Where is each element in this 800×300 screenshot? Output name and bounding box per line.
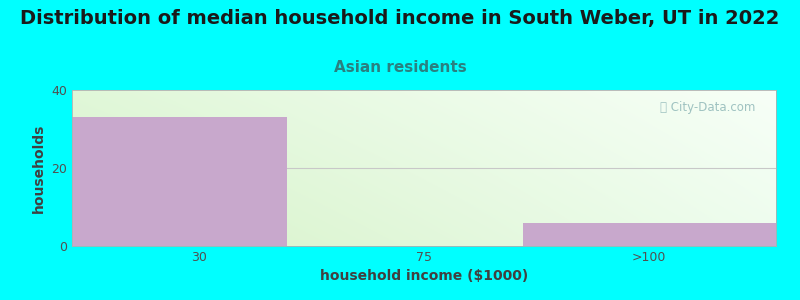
Text: Distribution of median household income in South Weber, UT in 2022: Distribution of median household income …	[20, 9, 780, 28]
Bar	[72, 117, 286, 246]
Text: Asian residents: Asian residents	[334, 60, 466, 75]
Bar	[522, 223, 776, 246]
Text: Ⓐ City-Data.com: Ⓐ City-Data.com	[659, 101, 755, 114]
X-axis label: household income ($1000): household income ($1000)	[320, 269, 528, 284]
Y-axis label: households: households	[32, 123, 46, 213]
